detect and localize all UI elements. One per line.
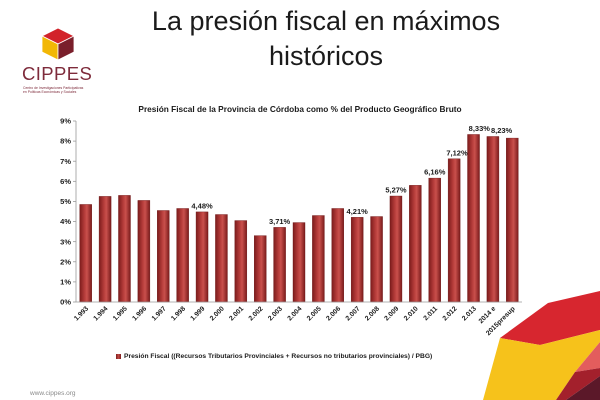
x-tick-label-2-009: 2.009 [383,305,400,322]
cube-right-face [57,35,75,61]
legend-label: Presión Fiscal ((Recursos Tributarios Pr… [124,352,433,360]
cippes-logo: CIPPES Centro de Investigaciones Partici… [18,26,108,102]
bar-2-012 [447,158,461,303]
logo-name: CIPPES [22,63,93,84]
data-labels: 4,48% 3,71% 4,21% 5,27% 6,16% 7,12% 8,33% 8,23% [191,124,512,226]
corner-dark-red-shape [556,368,600,400]
legend-swatch [116,353,121,359]
bar-2-004 [292,222,306,303]
data-label-2-009: 5,27% [385,186,407,195]
data-label-1-999: 4,48% [191,201,213,210]
slide-title-line: La presión fiscal en máximos [151,6,501,36]
y-tick-label-8: 8% [60,137,71,146]
bar-2-011 [428,177,441,303]
bar-1-998 [176,208,189,303]
x-tick-label-2-001: 2.001 [228,305,245,322]
x-tick-label-2-013: 2.013 [461,305,478,322]
corner-yellow-shape [483,330,600,400]
y-tick-label-3: 3% [60,237,71,246]
data-label-2014-e: 8,23% [491,126,513,135]
bar-2-003 [273,227,286,303]
bar-2-007 [350,217,364,303]
x-tick-label-1-996: 1.996 [131,305,148,322]
x-tick-label-2-006: 2.006 [325,305,342,322]
corner-pink-shape [575,342,600,372]
x-tick-label-2-000: 2.000 [209,305,226,322]
x-tick-label-2-011: 2.011 [422,305,439,322]
x-tick-label-2-010: 2.010 [403,305,420,322]
bars [79,134,519,303]
x-tick-labels: 1.993 1.994 1.995 1.996 1.997 1.998 1.999 2.000… [73,305,517,337]
logo-subtitle-line: Centro de Investigaciones Participativas [23,86,84,90]
bar-2-013 [467,134,480,303]
bar-2015presup [506,137,519,303]
y-tick-label-6: 6% [60,177,71,186]
y-tick-label-9: 9% [60,117,71,126]
x-tick-label-2-008: 2.008 [364,305,381,322]
x-tick-label-1-998: 1.998 [170,305,187,322]
bar-1-997 [157,210,170,303]
bar-2-006 [331,208,344,303]
slide-title-line: históricos [268,41,384,71]
data-label-2-011: 6,16% [424,168,446,177]
y-tick-label-0: 0% [60,298,71,307]
footer-url: www.cippes.org [30,390,76,397]
y-tick-label-5: 5% [60,197,71,206]
bar-2-009 [389,195,403,303]
y-tick-label-4: 4% [60,217,71,226]
x-tick-label-1-994: 1.994 [93,305,110,322]
axes [73,120,522,303]
x-tick-label-1-997: 1.997 [151,305,168,322]
logo-subtitle-line: en Políticas Económicas y Sociales [23,90,77,95]
x-tick-label-2-003: 2.003 [267,305,284,322]
bar-2014-e [486,136,500,303]
x-tick-label-1-995: 1.995 [112,305,129,322]
bar-1-996 [137,200,151,303]
corner-maroon-shape [566,376,600,400]
bar-2-010 [409,185,422,303]
data-label-2-013: 8,33% [469,124,491,133]
data-label-2-012: 7,12% [446,148,468,157]
x-tick-label-2-012: 2.012 [442,305,459,322]
bar-1-994 [98,196,112,303]
bar-1-995 [118,195,131,303]
bar-2-002 [254,235,267,303]
legend: Presión Fiscal ((Recursos Tributarios Pr… [116,351,432,361]
y-tick-label-1: 1% [60,277,71,286]
x-tick-label-2-002: 2.002 [248,305,265,322]
data-label-2-003: 3,71% [269,217,291,226]
x-tick-label-2-005: 2.005 [306,305,323,322]
bar-1-999 [195,211,209,303]
bar-2-005 [312,215,325,303]
slide-title: La presión fiscal en máximos históricos [130,4,522,74]
corner-red-shape [500,291,600,345]
bar-2-001 [234,220,248,303]
y-tick-labels: 0% 1% 2% 3% 4% 5% 6% 7% 8% 9% [60,117,71,307]
x-tick-label-2-007: 2.007 [345,305,362,322]
x-tick-label-1-993: 1.993 [73,305,90,322]
bar-2-000 [215,214,228,303]
y-tick-label-7: 7% [60,157,71,166]
x-tick-label-1-999: 1.999 [189,305,206,322]
bar-1-993 [79,204,92,303]
chart-title: Presión Fiscal de la Provincia de Córdob… [138,104,462,114]
bar-2-008 [370,216,383,303]
x-tick-label-2-004: 2.004 [286,305,303,322]
y-tick-label-2: 2% [60,257,71,266]
data-label-2-007: 4,21% [347,207,369,216]
cube-icon [41,27,75,61]
logo-subtitle: Centro de Investigaciones Participativas… [23,86,83,94]
